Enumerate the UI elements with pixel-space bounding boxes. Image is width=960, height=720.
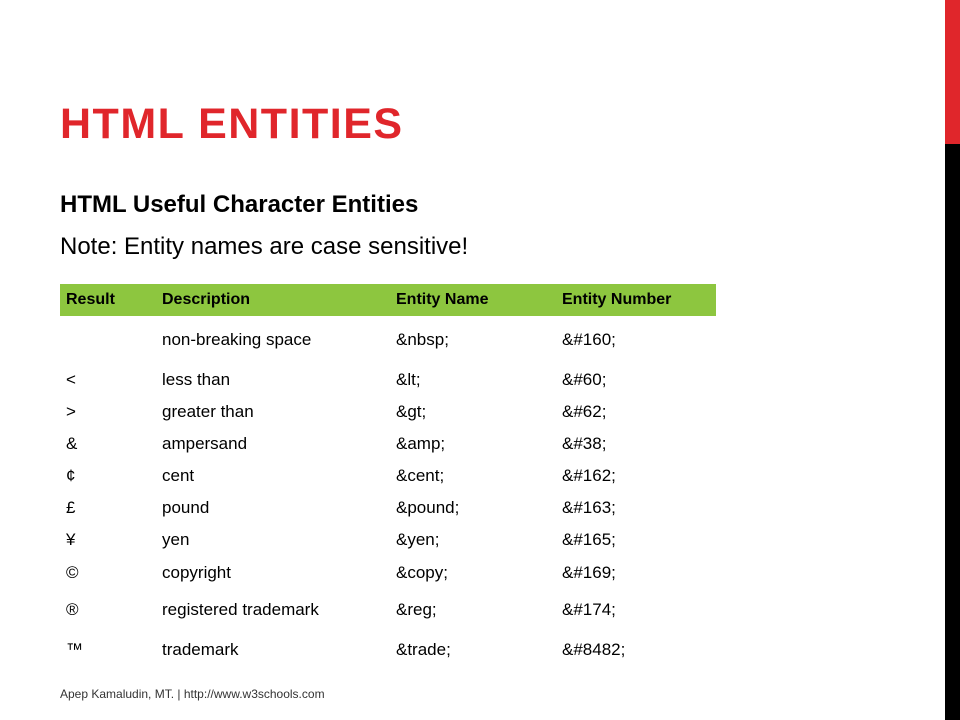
cell-entity-name: &reg; (396, 600, 437, 619)
cell-entity-name: &pound; (396, 498, 460, 517)
cell-entity-number: &#8482; (562, 640, 626, 659)
slide-title: HTML ENTITIES (60, 100, 404, 148)
header-entity-name: Entity Name (390, 284, 556, 316)
cell-description: ampersand (162, 434, 248, 453)
cell-entity-number: &#174; (562, 600, 616, 619)
cell-entity-number: &#60; (562, 370, 607, 389)
cell-result: ™ (66, 640, 83, 659)
cell-result: < (66, 370, 76, 389)
header-row: Result Description Entity Name Entity Nu… (60, 284, 716, 316)
cell-entity-name: &yen; (396, 530, 440, 549)
cell-entity-number: &#160; (562, 330, 616, 349)
cell-result: ¥ (66, 530, 76, 549)
cell-entity-name: &trade; (396, 640, 451, 659)
table-row: non-breaking space &nbsp; &#160; (60, 316, 716, 364)
cell-result: ® (66, 600, 79, 619)
cell-result: > (66, 402, 76, 421)
cell-entity-number: &#169; (562, 563, 616, 582)
side-accent-bar-red (945, 0, 960, 144)
cell-description: less than (162, 370, 231, 389)
table-row: ™ trademark &trade; &#8482; (60, 630, 716, 670)
cell-result (60, 316, 156, 364)
cell-entity-name: &amp; (396, 434, 446, 453)
cell-entity-name: &gt; (396, 402, 427, 421)
header-result: Result (60, 284, 156, 316)
cell-result: © (66, 563, 79, 582)
table-row: £ pound &pound; &#163; (60, 492, 716, 524)
cell-description: non-breaking space (162, 330, 312, 349)
table-row: ¢ cent &cent; &#162; (60, 460, 716, 492)
cell-entity-number: &#163; (562, 498, 616, 517)
case-sensitivity-note: Note: Entity names are case sensitive! (60, 233, 469, 260)
cell-entity-name: &copy; (396, 563, 448, 582)
slide-footer: Apep Kamaludin, MT. | http://www.w3schoo… (60, 687, 325, 701)
cell-result: & (66, 434, 78, 453)
cell-result: ¢ (66, 466, 76, 485)
cell-description: yen (162, 530, 190, 549)
cell-description: greater than (162, 402, 254, 421)
entity-table: Result Description Entity Name Entity Nu… (60, 284, 716, 670)
table-row: < less than &lt; &#60; (60, 364, 716, 396)
cell-description: cent (162, 466, 195, 485)
slide-subtitle: HTML Useful Character Entities (60, 191, 419, 218)
cell-result: £ (66, 498, 76, 517)
table-row: & ampersand &amp; &#38; (60, 428, 716, 460)
header-description: Description (156, 284, 390, 316)
table-row: ¥ yen &yen; &#165; (60, 524, 716, 556)
side-accent-bar-black (945, 144, 960, 720)
entity-table-body: non-breaking space &nbsp; &#160; < less … (60, 316, 716, 670)
cell-description: registered trademark (162, 600, 319, 619)
cell-description: copyright (162, 563, 231, 582)
table-row: > greater than &gt; &#62; (60, 396, 716, 428)
header-entity-number: Entity Number (556, 284, 716, 316)
table-row: © copyright &copy; &#169; (60, 556, 716, 590)
entity-table-header: Result Description Entity Name Entity Nu… (60, 284, 716, 316)
table-row: ® registered trademark &reg; &#174; (60, 590, 716, 630)
cell-entity-name: &cent; (396, 466, 445, 485)
cell-entity-number: &#38; (562, 434, 607, 453)
cell-description: trademark (162, 640, 239, 659)
cell-entity-name: &nbsp; (396, 330, 449, 349)
cell-entity-number: &#162; (562, 466, 616, 485)
cell-entity-number: &#165; (562, 530, 616, 549)
cell-description: pound (162, 498, 210, 517)
cell-entity-name: &lt; (396, 370, 421, 389)
cell-entity-number: &#62; (562, 402, 607, 421)
